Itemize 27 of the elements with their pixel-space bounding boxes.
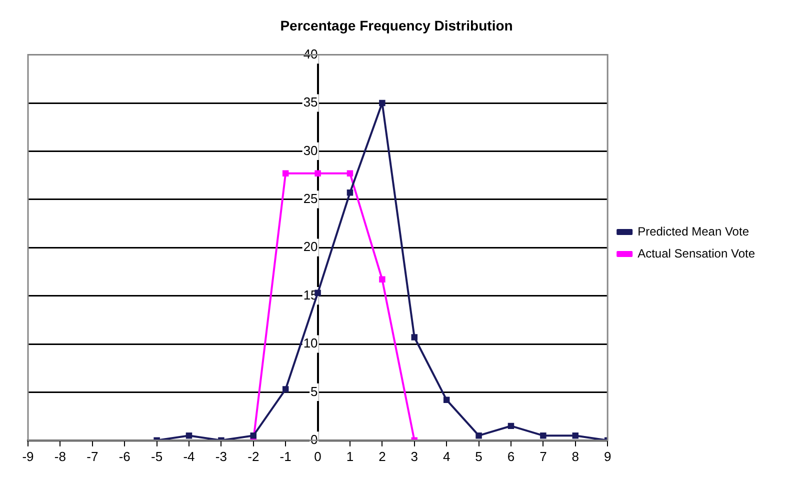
x-tick-label: 1 (346, 448, 354, 464)
chart-title: Percentage Frequency Distribution (280, 17, 513, 34)
x-tick-label: -3 (215, 448, 227, 464)
y-tick-label: 5 (310, 384, 318, 399)
x-tick-label: 7 (540, 448, 547, 464)
x-tick-label: 5 (475, 448, 482, 464)
x-tick-label: -5 (151, 448, 163, 464)
y-tick-label: 35 (303, 94, 318, 110)
y-tick-label: 30 (303, 142, 318, 158)
legend-label: Actual Sensation Vote (638, 246, 756, 260)
x-tick-label: 2 (378, 448, 386, 464)
legend-label: Predicted Mean Vote (638, 224, 750, 238)
x-tick-label: -1 (280, 448, 292, 464)
y-tick-label: 20 (303, 239, 318, 254)
x-tick-label: -4 (183, 448, 195, 464)
y-tick-label: 10 (303, 336, 318, 351)
x-tick-label: 4 (442, 448, 450, 464)
x-tick-label: -7 (86, 448, 98, 464)
y-tick-label: 25 (303, 190, 318, 206)
x-tick-label: 6 (507, 448, 515, 464)
x-tick-label: 9 (604, 448, 612, 464)
x-tick-label: -9 (22, 448, 34, 464)
x-tick-label: -8 (54, 448, 66, 464)
x-tick-label: -2 (248, 448, 260, 464)
x-tick-label: 8 (572, 448, 579, 464)
x-tick-label: -6 (118, 448, 130, 464)
x-tick-label: 3 (410, 448, 418, 464)
